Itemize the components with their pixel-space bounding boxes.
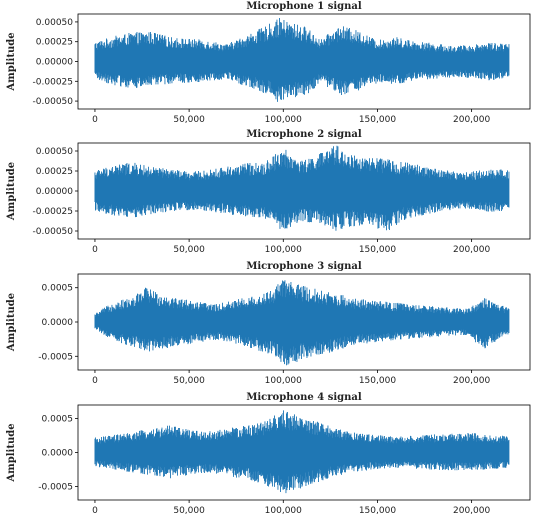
y-tick-label: -0.00050 bbox=[33, 227, 74, 237]
x-tick-label: 0 bbox=[92, 245, 98, 255]
x-tick-label: 100,000 bbox=[265, 115, 302, 125]
chart-panel-1: Microphone 1 signal Amplitude 0 50,000 100,0… bbox=[6, 1, 531, 125]
x-tick-label: 200,000 bbox=[453, 376, 490, 386]
x-tick-label: 50,000 bbox=[173, 115, 205, 125]
chart-panel-2: Microphone 2 signal Amplitude 0 50,000 100,0… bbox=[6, 129, 531, 255]
x-tick-label: 200,000 bbox=[453, 245, 490, 255]
x-tick-label: 50,000 bbox=[173, 245, 205, 255]
y-tick-label: 0.00025 bbox=[36, 38, 73, 48]
x-tick-label: 0 bbox=[92, 376, 98, 386]
x-tick-label: 100,000 bbox=[265, 245, 302, 255]
x-tick-label: 150,000 bbox=[359, 376, 396, 386]
chart-title: Microphone 1 signal bbox=[246, 1, 362, 12]
x-tick-label: 50,000 bbox=[173, 376, 205, 386]
y-tick-label: 0.0000 bbox=[42, 318, 74, 328]
chart-panel-4: Microphone 4 signal Amplitude 0 50,000 100,0… bbox=[6, 392, 531, 516]
x-tick-label: 0 bbox=[92, 115, 98, 125]
y-tick-label: -0.00025 bbox=[33, 77, 73, 87]
y-tick-label: 0.00000 bbox=[36, 58, 73, 68]
y-tick-label: 0.0005 bbox=[42, 415, 74, 425]
chart-title: Microphone 3 signal bbox=[246, 261, 362, 272]
chart-title: Microphone 2 signal bbox=[246, 129, 362, 140]
y-tick-label: 0.00050 bbox=[36, 147, 73, 157]
signal-series bbox=[94, 145, 510, 231]
y-axis-label: Amplitude bbox=[6, 162, 17, 221]
y-tick-label: -0.00025 bbox=[33, 207, 73, 217]
x-tick-label: 100,000 bbox=[265, 506, 302, 516]
x-tick-label: 200,000 bbox=[453, 115, 490, 125]
y-tick-label: 0.00000 bbox=[36, 187, 73, 197]
x-tick-label: 50,000 bbox=[173, 506, 205, 516]
signal-series bbox=[94, 410, 510, 494]
y-tick-label: -0.0005 bbox=[38, 352, 73, 362]
y-tick-label: 0.0000 bbox=[42, 449, 74, 459]
signal-series bbox=[94, 280, 510, 366]
chart-panel-3: Microphone 3 signal Amplitude 0 50,000 100,0… bbox=[6, 261, 531, 386]
y-axis-label: Amplitude bbox=[6, 32, 17, 91]
x-tick-label: 150,000 bbox=[359, 245, 396, 255]
x-tick-label: 0 bbox=[92, 506, 98, 516]
y-tick-label: 0.0005 bbox=[42, 284, 74, 294]
y-axis-label: Amplitude bbox=[6, 293, 17, 352]
y-tick-label: -0.0005 bbox=[38, 482, 73, 492]
x-tick-label: 150,000 bbox=[359, 506, 396, 516]
y-tick-label: -0.00050 bbox=[33, 97, 74, 107]
chart-title: Microphone 4 signal bbox=[246, 392, 362, 403]
x-tick-label: 200,000 bbox=[453, 506, 490, 516]
x-tick-label: 100,000 bbox=[265, 376, 302, 386]
signal-series bbox=[94, 18, 510, 102]
x-tick-label: 150,000 bbox=[359, 115, 396, 125]
y-tick-label: 0.00025 bbox=[36, 167, 73, 177]
y-tick-label: 0.00050 bbox=[36, 18, 73, 28]
y-axis-label: Amplitude bbox=[6, 423, 17, 482]
